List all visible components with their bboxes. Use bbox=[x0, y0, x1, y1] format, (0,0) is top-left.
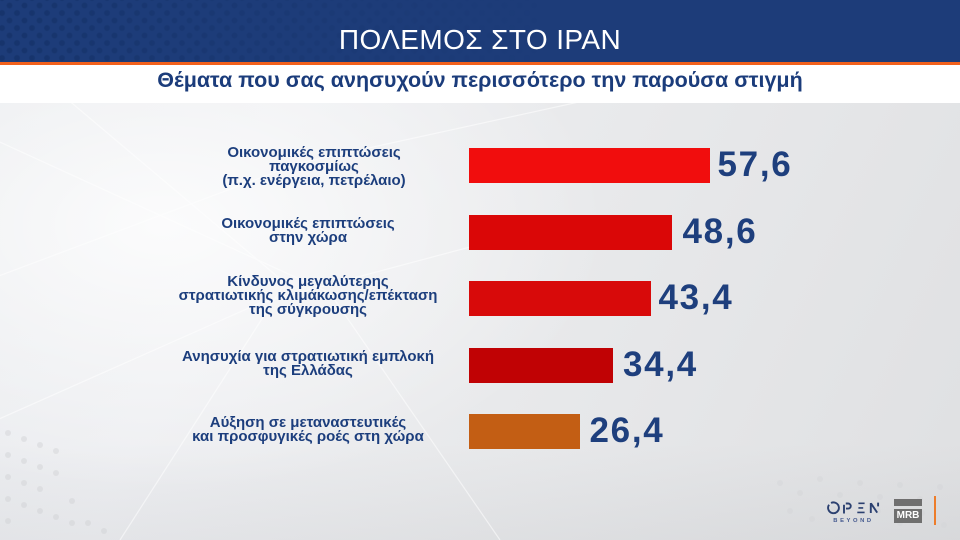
svg-text:BEYOND: BEYOND bbox=[833, 518, 873, 524]
